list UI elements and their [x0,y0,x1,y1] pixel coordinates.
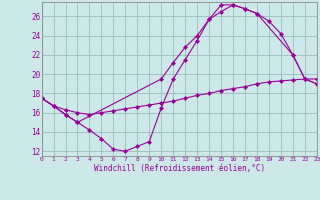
X-axis label: Windchill (Refroidissement éolien,°C): Windchill (Refroidissement éolien,°C) [94,164,265,173]
